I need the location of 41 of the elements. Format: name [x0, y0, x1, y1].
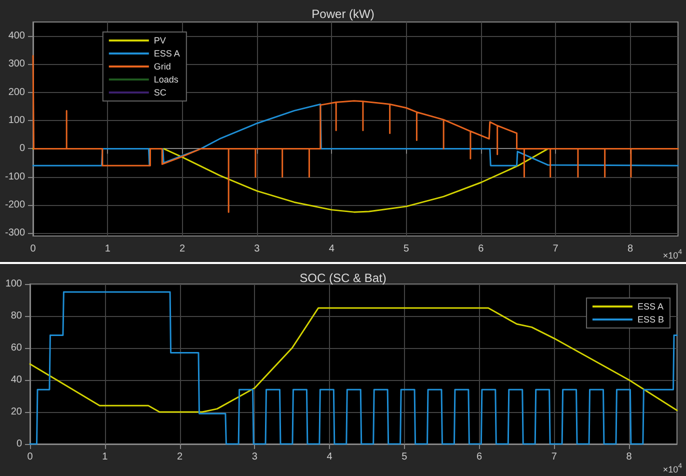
y-tick-label: 0 — [16, 438, 22, 450]
y-tick-label: 400 — [8, 30, 26, 42]
x-tick-label: 7 — [551, 452, 558, 462]
y-tick-label: 300 — [8, 58, 26, 70]
y-tick-label: 60 — [10, 342, 22, 354]
x-tick-label: 3 — [254, 244, 260, 254]
chart-title: Power (kW) — [312, 7, 374, 21]
x-tick-label: 2 — [180, 244, 186, 254]
legend-label: Grid — [154, 62, 171, 72]
x-tick-label: 5 — [403, 244, 410, 254]
chart-title: SOC (SC & Bat) — [300, 271, 386, 285]
y-tick-label: 40 — [10, 374, 22, 386]
x-tick-label: 1 — [104, 244, 111, 254]
legend-label: PV — [154, 36, 166, 46]
legend-label: Loads — [154, 74, 179, 84]
x-tick-label: 7 — [552, 244, 559, 254]
legend-label: ESS A — [637, 302, 664, 312]
y-tick-label: -200 — [4, 200, 26, 211]
y-tick-label: -300 — [4, 228, 26, 239]
y-tick-label: 200 — [8, 86, 26, 98]
x-tick-label: 3 — [252, 452, 258, 462]
x-tick-label: 8 — [626, 452, 632, 462]
x-tick-label: 4 — [328, 244, 335, 254]
x-tick-label: 0 — [30, 244, 36, 254]
x-tick-label: 6 — [476, 452, 483, 462]
legend-label: SC — [154, 88, 167, 98]
y-tick-label: 0 — [19, 143, 26, 154]
legend-label: ESS A — [154, 48, 180, 58]
y-tick-label: 100 — [8, 115, 26, 126]
y-tick-label: 80 — [10, 310, 22, 322]
y-tick-label: 20 — [10, 406, 22, 418]
x-tick-label: 8 — [627, 244, 634, 254]
y-tick-label: 100 — [5, 278, 22, 290]
x-tick-label: 6 — [478, 244, 484, 254]
x-tick-label: 1 — [102, 452, 108, 462]
y-tick-label: -100 — [4, 171, 26, 182]
x-tick-label: 5 — [402, 452, 408, 462]
x-tick-label: 4 — [326, 452, 333, 462]
x-tick-label: 0 — [27, 452, 34, 462]
x-tick-label: 2 — [176, 452, 183, 462]
legend-label: ESS B — [637, 314, 664, 324]
